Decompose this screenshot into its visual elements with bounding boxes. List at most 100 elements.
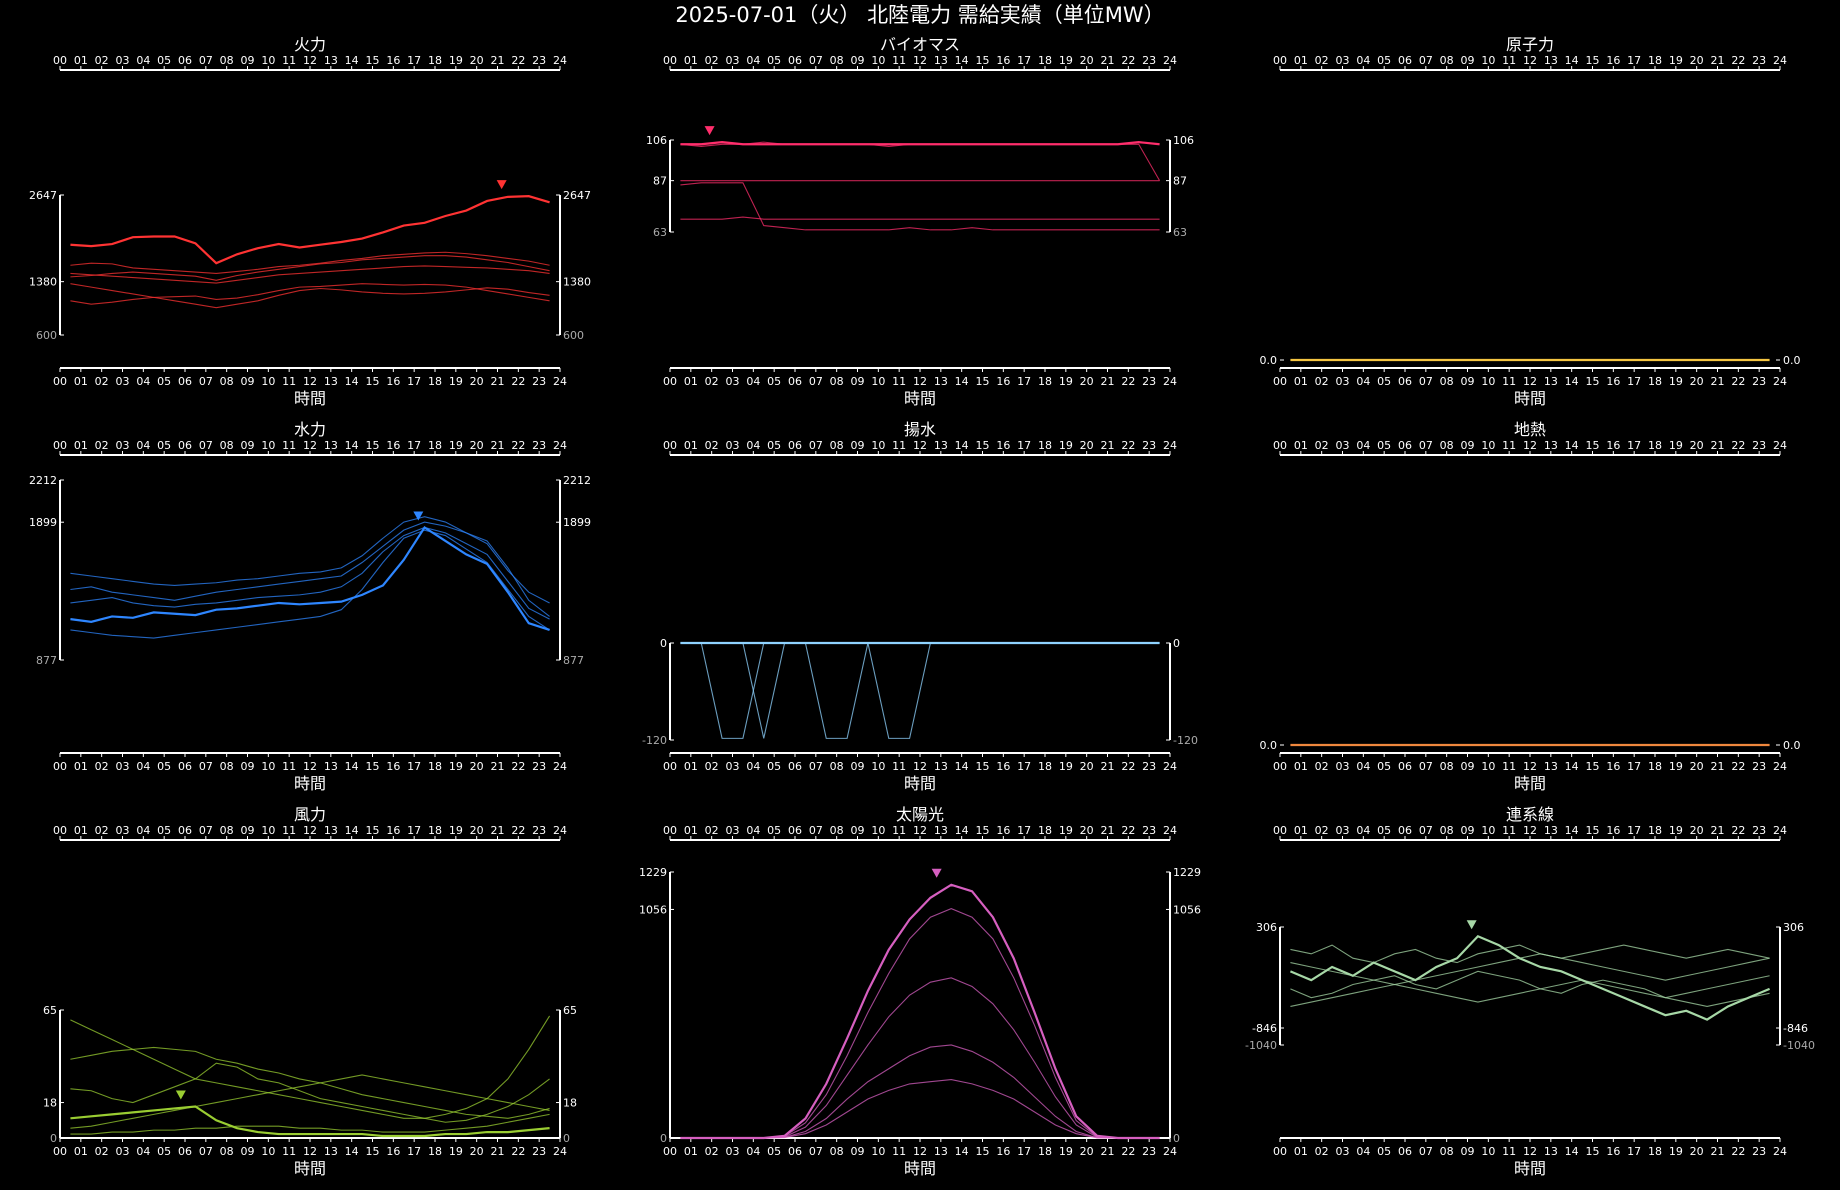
series-line-3 [680,1044,1160,1139]
bottom-tick-label: 16 [996,1145,1010,1158]
bottom-tick-label: 00 [663,1145,677,1158]
series-line-3 [70,526,550,620]
bottom-tick-label: 02 [1315,375,1329,388]
top-tick-label: 06 [788,54,802,67]
bottom-tick-label: 21 [1711,1145,1725,1158]
top-tick-label: 05 [157,54,171,67]
top-tick-label: 14 [1565,54,1579,67]
top-tick-label: 11 [892,439,906,452]
bottom-tick-label: 23 [1752,375,1766,388]
right-y-ymax_label: 0 [1173,637,1180,650]
top-tick-label: 18 [428,824,442,837]
top-tick-label: 23 [532,824,546,837]
bottom-tick-label: 07 [199,760,213,773]
series-line-1 [680,907,1160,1139]
right-y-ymax_label: 306 [1783,921,1804,934]
top-tick-label: 10 [261,439,275,452]
top-tick-label: 07 [1419,54,1433,67]
top-tick-label: 00 [1273,54,1287,67]
top-tick-label: 18 [1648,824,1662,837]
series-line-1 [680,141,1161,181]
series-line-4 [1290,979,1770,1007]
top-tick-label: 06 [1398,439,1412,452]
top-tick-label: 05 [157,439,171,452]
bottom-tick-label: 13 [1544,1145,1558,1158]
top-tick-label: 01 [1294,824,1308,837]
bottom-tick-label: 20 [470,375,484,388]
top-tick-label: 10 [871,439,885,452]
bottom-tick-label: 09 [851,1145,865,1158]
bottom-tick-label: 24 [1163,760,1177,773]
bottom-tick-label: 07 [809,760,823,773]
top-tick-label: 13 [1544,54,1558,67]
panel-title: 風力 [294,805,326,824]
bottom-tick-label: 23 [532,760,546,773]
top-tick-label: 19 [1669,824,1683,837]
panel-title: 火力 [294,35,326,54]
bottom-tick-label: 18 [1648,760,1662,773]
bottom-tick-label: 15 [1586,1145,1600,1158]
top-tick-label: 21 [1711,439,1725,452]
bottom-tick-label: 08 [830,375,844,388]
top-tick-label: 08 [220,439,234,452]
bottom-tick-label: 19 [1059,760,1073,773]
bottom-tick-label: 24 [1773,375,1787,388]
top-tick-label: 20 [1690,824,1704,837]
bottom-tick-label: 18 [1648,375,1662,388]
bottom-tick-label: 12 [913,760,927,773]
x-axis-label: 時間 [294,389,326,408]
top-tick-label: 07 [809,439,823,452]
bottom-tick-label: 20 [470,1145,484,1158]
top-tick-label: 16 [386,439,400,452]
top-tick-label: 00 [663,439,677,452]
bottom-tick-label: 12 [1523,375,1537,388]
top-tick-label: 24 [553,439,567,452]
top-tick-label: 20 [1080,54,1094,67]
top-tick-label: 23 [1142,824,1156,837]
top-tick-label: 03 [116,54,130,67]
bottom-tick-label: 12 [303,1145,317,1158]
left-y-ymid_label: 1899 [29,516,57,529]
bottom-tick-label: 16 [386,1145,400,1158]
top-tick-label: 00 [53,439,67,452]
bottom-tick-label: 17 [1017,1145,1031,1158]
bottom-tick-label: 20 [1080,375,1094,388]
series-line-4 [70,1015,551,1119]
top-tick-label: 12 [303,439,317,452]
bottom-tick-label: 13 [934,1145,948,1158]
series-line-0 [70,1105,550,1138]
top-tick-label: 09 [1461,824,1475,837]
top-tick-label: 10 [1481,54,1495,67]
top-tick-label: 15 [1586,824,1600,837]
series-line-0 [1289,934,1771,1021]
top-tick-label: 23 [1142,439,1156,452]
panel-title: 水力 [294,420,326,439]
right-y-ymin_label: 0 [563,1132,570,1145]
top-tick-label: 24 [1773,54,1787,67]
top-tick-label: 09 [241,824,255,837]
top-tick-label: 08 [830,439,844,452]
top-tick-label: 13 [934,54,948,67]
right-y-ymax_label: 2647 [563,189,591,202]
bottom-tick-label: 22 [511,375,525,388]
top-tick-label: 00 [53,824,67,837]
x-axis-label: 時間 [904,389,936,408]
bottom-tick-label: 20 [1080,760,1094,773]
top-tick-label: 07 [809,824,823,837]
top-tick-label: 12 [1523,824,1537,837]
series-line-1 [70,255,550,281]
top-tick-label: 13 [324,439,338,452]
bottom-tick-label: 21 [1711,760,1725,773]
top-tick-label: 08 [830,54,844,67]
bottom-tick-label: 06 [1398,1145,1412,1158]
bottom-tick-label: 24 [553,760,567,773]
top-tick-label: 14 [1565,439,1579,452]
panel-5: 地熱 00 00 01 01 02 02 03 03 04 04 05 05 06 06 07 07 08 08 09… [1260,420,1801,793]
top-tick-label: 02 [95,439,109,452]
top-tick-label: 04 [746,54,760,67]
panel-title: 揚水 [904,420,936,439]
bottom-tick-label: 10 [261,375,275,388]
series-line-0 [680,883,1160,1140]
top-tick-label: 21 [491,824,505,837]
x-axis-label: 時間 [294,1159,326,1178]
